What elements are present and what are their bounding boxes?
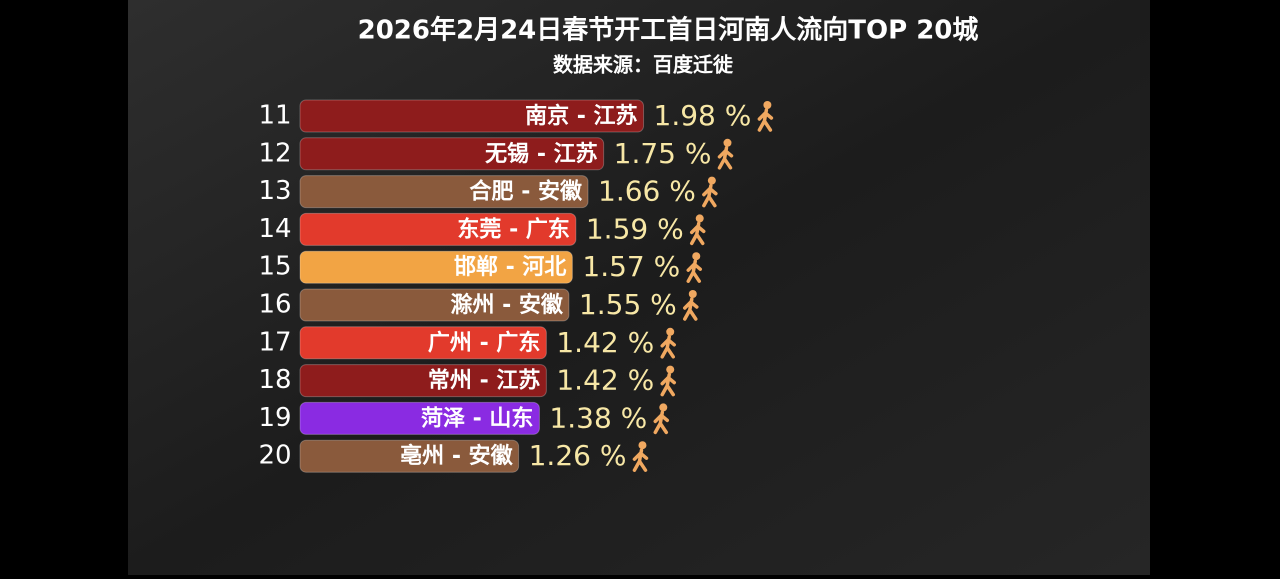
value-label: 1.57 % [582, 250, 680, 283]
icon-head [638, 441, 647, 450]
chart-subtitle: 数据来源：百度迁徙 [553, 53, 733, 77]
value-label: 1.55 % [579, 288, 677, 321]
category-label: 亳州 - 安徽 [400, 443, 513, 469]
walker-icon [653, 403, 670, 435]
category-label: 东莞 - 广东 [457, 216, 569, 242]
value-label: 1.26 % [529, 439, 627, 472]
category-label: 南京 - 江苏 [525, 103, 637, 129]
bar [299, 288, 570, 322]
icon-body [660, 372, 676, 397]
rank-label: 18 [258, 365, 291, 395]
icon-head [666, 327, 675, 336]
icon-head [763, 101, 772, 109]
icon-head [659, 403, 668, 412]
category-label: 邯郸 - 河北 [454, 254, 566, 280]
bar [299, 137, 605, 171]
icon-body [689, 221, 706, 246]
value-label: 1.66 % [598, 175, 696, 208]
bar [299, 439, 520, 473]
walker-icon [686, 252, 703, 283]
walker-icon [632, 441, 649, 472]
bar [299, 401, 540, 435]
value-label: 1.42 % [556, 326, 654, 359]
walker-icon [683, 290, 699, 321]
walker-icon [660, 365, 676, 397]
icon-body [653, 410, 670, 435]
category-label: 菏泽 - 山东 [421, 405, 533, 431]
icon-body [757, 108, 774, 132]
rank-label: 11 [258, 101, 291, 131]
rank-label: 14 [258, 214, 291, 244]
value-label: 1.98 % [654, 99, 752, 132]
rank-label: 19 [258, 403, 291, 433]
walker-icon [757, 101, 774, 132]
value-label: 1.59 % [586, 212, 684, 245]
rank-label: 13 [258, 176, 291, 206]
icon-body [717, 146, 734, 170]
category-label: 常州 - 江苏 [428, 368, 540, 394]
chart-title: 2026年2月24日春节开工首日河南人流向TOP 20城 [358, 15, 979, 46]
bar [299, 364, 547, 398]
rank-label: 12 [258, 138, 291, 168]
bar [299, 175, 589, 209]
rank-label: 17 [258, 327, 291, 357]
icon-body [683, 297, 699, 321]
rank-label: 20 [258, 441, 291, 471]
walker-icon [717, 138, 734, 170]
category-label: 滁州 - 安徽 [450, 292, 563, 318]
icon-body [702, 183, 718, 208]
icon-body [632, 448, 649, 472]
walker-icon [702, 176, 718, 208]
walker-icon [689, 214, 706, 246]
icon-head [666, 365, 675, 374]
bar [299, 212, 577, 246]
icon-head [695, 214, 704, 223]
category-label: 合肥 - 安徽 [470, 179, 583, 205]
rank-label: 16 [258, 290, 291, 320]
icon-head [707, 176, 716, 185]
value-label: 1.38 % [549, 401, 647, 434]
photo-background [128, 0, 1150, 575]
rank-label: 15 [258, 252, 291, 282]
bar [299, 99, 645, 133]
category-label: 无锡 - 江苏 [485, 141, 597, 167]
icon-body [660, 335, 676, 359]
category-label: 广州 - 广东 [428, 330, 540, 356]
icon-head [692, 252, 701, 261]
icon-head [688, 290, 697, 298]
icon-body [686, 259, 703, 283]
bar [299, 326, 547, 360]
walker-icon [660, 327, 676, 359]
bar [299, 250, 573, 284]
value-label: 1.75 % [614, 137, 712, 170]
icon-head [723, 138, 732, 147]
value-label: 1.42 % [556, 364, 654, 397]
